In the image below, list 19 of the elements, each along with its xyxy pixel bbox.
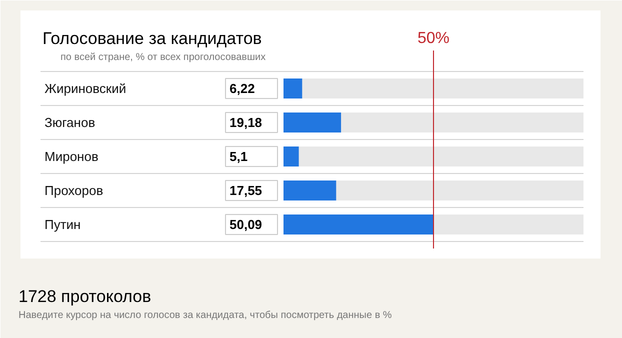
data-label: 50,09 [230, 217, 262, 232]
y-tick-label: Жириновский [44, 81, 126, 96]
bar [284, 112, 342, 132]
text: Наведите курсор на число голосов за кандидата, чтобы посмотреть данные в % [18, 310, 392, 321]
data-label: 17,55 [230, 183, 262, 198]
bar [284, 146, 299, 166]
ref-line-label: 50% [417, 30, 450, 47]
y-tick-label: Зюганов [44, 115, 96, 130]
text: по всей стране, % от всех проголосовавших [60, 52, 266, 63]
bar [284, 78, 302, 98]
y-tick-label: Путин [44, 217, 81, 232]
text: 1728 протоколов [18, 287, 152, 306]
chart-title: Голосование за кандидатов [42, 29, 262, 48]
data-label: 19,18 [230, 115, 262, 130]
bar [284, 180, 336, 200]
data-label: 5,1 [230, 149, 248, 164]
y-tick-label: Прохоров [44, 183, 104, 198]
y-tick-label: Миронов [44, 149, 98, 164]
data-label: 6,22 [230, 81, 255, 96]
